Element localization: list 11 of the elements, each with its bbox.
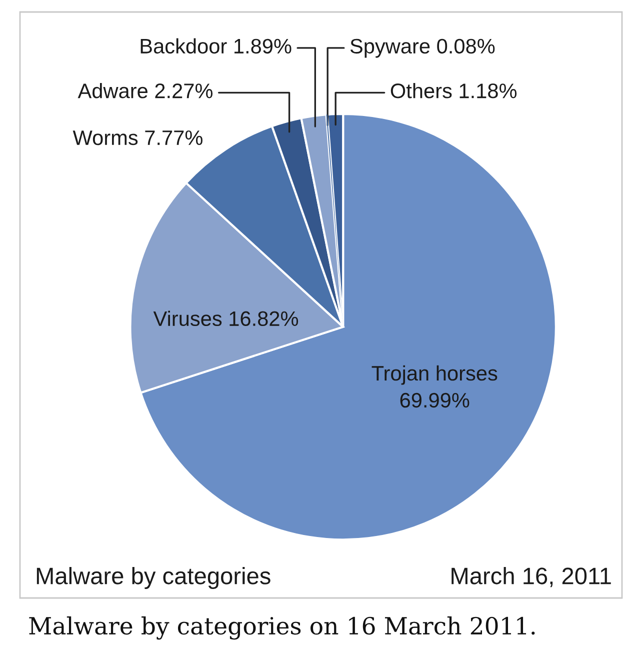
slice-label: Viruses 16.82% <box>153 310 298 326</box>
slice-label: Backdoor 1.89% <box>140 38 292 54</box>
slice-label: Others 1.18% <box>390 82 517 98</box>
slice-label: Trojan horses <box>372 365 498 385</box>
text: March 16, 2011 <box>452 566 611 588</box>
text: Malware by categories <box>36 566 270 590</box>
slice-label: Worms 7.77% <box>72 130 202 146</box>
data-label: 69.99% <box>400 392 470 408</box>
text: Malware by categories on 16 March 2011. <box>29 616 535 640</box>
slice-label: Spyware 0.08% <box>350 38 495 58</box>
slice-label: Adware 2.27% <box>78 82 213 98</box>
